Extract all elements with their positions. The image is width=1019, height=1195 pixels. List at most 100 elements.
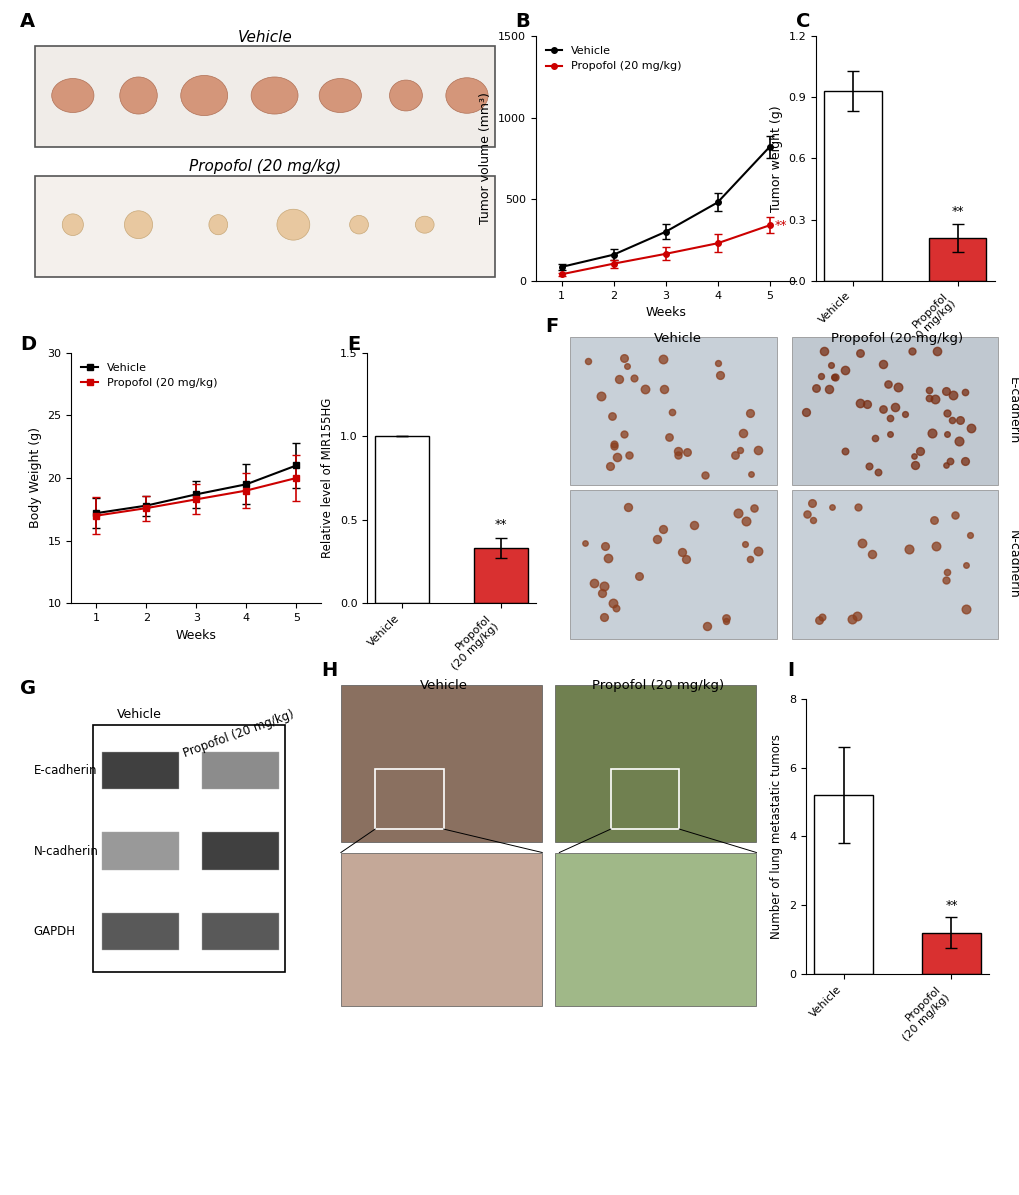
Point xyxy=(619,356,635,375)
Point xyxy=(621,445,637,464)
FancyBboxPatch shape xyxy=(570,490,775,639)
Point xyxy=(837,441,853,460)
Point xyxy=(844,609,860,629)
Ellipse shape xyxy=(209,215,227,234)
Point xyxy=(886,398,902,417)
Bar xyxy=(813,796,872,974)
Point xyxy=(734,423,750,442)
Text: A: A xyxy=(20,12,36,31)
Point xyxy=(597,537,613,556)
Point xyxy=(881,425,898,445)
Bar xyxy=(928,238,985,281)
Point xyxy=(711,366,728,385)
Point xyxy=(858,394,874,413)
Point xyxy=(679,442,695,461)
Point xyxy=(851,393,867,412)
FancyBboxPatch shape xyxy=(202,833,279,870)
Point xyxy=(696,466,712,485)
Point xyxy=(730,503,746,522)
Point xyxy=(678,550,694,569)
FancyBboxPatch shape xyxy=(554,852,756,1006)
Ellipse shape xyxy=(389,80,422,111)
Point xyxy=(654,520,671,539)
Point xyxy=(851,344,867,363)
Point xyxy=(804,510,820,529)
Text: Vehicle: Vehicle xyxy=(116,707,161,721)
Point xyxy=(797,402,813,421)
Point xyxy=(860,456,876,476)
Point xyxy=(631,566,647,586)
Text: Vehicle: Vehicle xyxy=(419,679,468,692)
Point xyxy=(957,599,973,618)
Text: **: ** xyxy=(945,899,957,912)
X-axis label: Weeks: Weeks xyxy=(644,306,686,319)
Point xyxy=(585,574,601,593)
Ellipse shape xyxy=(350,215,368,234)
Point xyxy=(798,504,814,523)
Bar xyxy=(473,549,528,603)
Y-axis label: Number of lung metastatic tumors: Number of lung metastatic tumors xyxy=(769,734,783,939)
FancyBboxPatch shape xyxy=(791,337,998,485)
Point xyxy=(716,612,733,631)
Point xyxy=(957,556,973,575)
Text: E-cadherin: E-cadherin xyxy=(1006,378,1019,445)
Point xyxy=(928,342,945,361)
Point xyxy=(889,378,905,397)
Text: E: E xyxy=(346,335,360,354)
FancyBboxPatch shape xyxy=(791,490,998,639)
Text: C: C xyxy=(795,12,809,31)
Point xyxy=(951,410,967,429)
Ellipse shape xyxy=(62,214,84,235)
Point xyxy=(604,593,621,612)
Point xyxy=(815,341,832,360)
Point xyxy=(741,404,757,423)
FancyBboxPatch shape xyxy=(202,752,279,790)
Point xyxy=(956,382,972,402)
Point xyxy=(615,424,632,443)
Point xyxy=(742,465,758,484)
FancyBboxPatch shape xyxy=(36,176,494,277)
Point xyxy=(869,462,886,482)
Point xyxy=(738,511,754,531)
Point xyxy=(595,576,611,595)
Point xyxy=(625,368,641,387)
Point xyxy=(853,533,869,552)
Point xyxy=(716,608,733,627)
Point xyxy=(905,446,921,465)
Point xyxy=(698,617,714,636)
Text: D: D xyxy=(20,335,37,354)
Point xyxy=(946,505,962,525)
Point xyxy=(865,429,881,448)
Point xyxy=(803,494,819,513)
Point xyxy=(896,404,912,423)
Text: Propofol (20 mg/kg): Propofol (20 mg/kg) xyxy=(830,332,962,345)
Y-axis label: Relative level of MIR155HG: Relative level of MIR155HG xyxy=(321,398,334,558)
Ellipse shape xyxy=(277,209,310,240)
Point xyxy=(615,349,632,368)
Point xyxy=(741,550,757,569)
Point xyxy=(807,378,823,397)
Ellipse shape xyxy=(124,210,153,239)
Point xyxy=(925,510,942,529)
Point xyxy=(648,529,664,549)
Point xyxy=(601,456,618,476)
FancyBboxPatch shape xyxy=(202,913,279,950)
Text: F: F xyxy=(545,317,558,336)
Bar xyxy=(375,436,429,603)
Point xyxy=(595,607,611,626)
Point xyxy=(950,431,966,451)
Text: N-cadherin: N-cadherin xyxy=(1006,531,1019,599)
Text: G: G xyxy=(20,679,37,698)
Point xyxy=(749,541,765,560)
Point xyxy=(836,361,852,380)
FancyBboxPatch shape xyxy=(102,913,179,950)
Point xyxy=(655,379,672,398)
Point xyxy=(819,380,836,399)
Point xyxy=(745,498,761,517)
Point xyxy=(874,399,891,418)
Point xyxy=(849,606,865,625)
X-axis label: Weeks: Weeks xyxy=(175,629,217,642)
Point xyxy=(826,367,843,386)
Point xyxy=(576,533,592,552)
Text: N-cadherin: N-cadherin xyxy=(34,845,98,858)
